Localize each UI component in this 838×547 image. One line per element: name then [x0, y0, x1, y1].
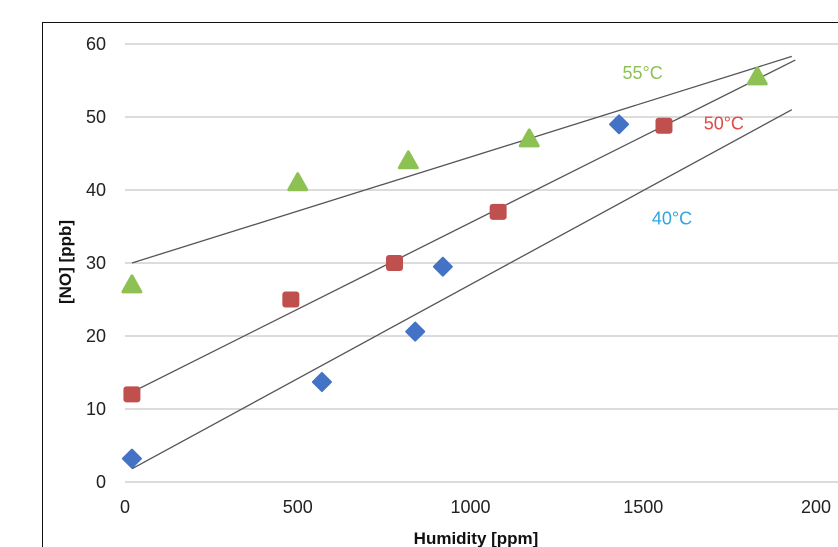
y-tick-label: 20 — [86, 326, 106, 346]
y-axis-title: [NO] [ppb] — [56, 220, 75, 304]
x-tick-label: 1000 — [450, 497, 490, 517]
data-point-square — [123, 386, 141, 403]
series-labels: 55°C 50°C 40°C — [623, 63, 744, 228]
data-point-diamond — [405, 321, 426, 342]
trendline — [131, 59, 796, 393]
data-point-triangle — [287, 172, 309, 192]
data-point-diamond — [432, 256, 453, 277]
data-points — [121, 66, 768, 469]
data-point-square — [655, 117, 673, 134]
series-label: 55°C — [623, 63, 663, 83]
y-tick-label: 50 — [86, 107, 106, 127]
y-tick-label: 40 — [86, 180, 106, 200]
gridlines — [125, 43, 838, 483]
data-point-triangle — [518, 128, 540, 148]
tick-labels: 0 10 20 30 40 50 60 0 500 1000 1500 200 — [86, 34, 831, 517]
x-tick-label: 200 — [801, 497, 831, 517]
x-tick-label: 0 — [120, 497, 130, 517]
y-tick-label: 10 — [86, 399, 106, 419]
data-point-diamond — [609, 114, 630, 135]
data-point-diamond — [121, 448, 142, 469]
y-tick-label: 0 — [96, 472, 106, 492]
series-label: 50°C — [704, 113, 744, 133]
y-tick-label: 60 — [86, 34, 106, 54]
x-tick-label: 1500 — [623, 497, 663, 517]
data-point-square — [489, 203, 507, 220]
trendlines — [131, 55, 796, 470]
data-point-square — [385, 255, 403, 271]
trendline — [131, 55, 793, 264]
data-point-triangle — [746, 66, 768, 86]
y-tick-label: 30 — [86, 253, 106, 273]
chart-frame — [42, 22, 838, 547]
trendline — [131, 109, 793, 470]
data-point-triangle — [121, 274, 143, 294]
x-axis-title: Humidity [ppm] — [414, 529, 539, 547]
series-label: 40°C — [652, 208, 692, 228]
data-point-triangle — [397, 150, 419, 170]
x-tick-label: 500 — [283, 497, 313, 517]
data-point-diamond — [311, 371, 332, 392]
data-point-square — [282, 291, 300, 308]
